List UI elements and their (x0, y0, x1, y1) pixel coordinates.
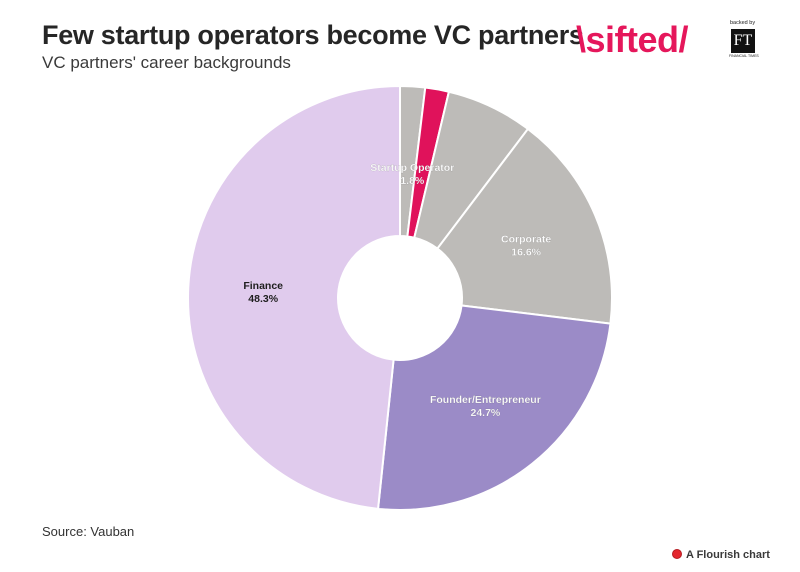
ft-logo-icon: FT (731, 29, 755, 53)
slice-finance[interactable] (187, 84, 401, 510)
slice-label-startup-operator: Startup Operator (370, 162, 454, 174)
chart-title: Few startup operators become VC partners (42, 20, 584, 50)
chart-subtitle: VC partners' career backgrounds (42, 53, 291, 72)
slice-value-corporate: 16.6% (511, 247, 541, 259)
source-note: Source: Vauban (42, 524, 135, 539)
donut-slices (187, 84, 613, 511)
slice-founder-entrepreneur[interactable] (376, 304, 612, 511)
ft-name-label: FINANCIAL TIMES (729, 54, 759, 58)
backed-by-label: backed by (730, 20, 756, 26)
slice-label-founder-entrepreneur: Founder/Entrepreneur (430, 394, 541, 406)
ft-badge: backed by FT FINANCIAL TIMES (728, 20, 759, 64)
slice-corporate[interactable] (436, 127, 613, 325)
slice-value-finance: 48.3% (248, 293, 278, 305)
flourish-credit-label: A Flourish chart (686, 549, 770, 561)
slice-label-corporate: Corporate (501, 234, 551, 246)
brand-logo[interactable]: \sifted/ backed by FT FINANCIAL TIMES (576, 18, 766, 66)
sifted-wordmark: \sifted/ (576, 19, 689, 60)
slice-value-founder-entrepreneur: 24.7% (471, 407, 501, 419)
slice-value-startup-operator: 1.8% (400, 175, 425, 187)
slice-label-finance: Finance (243, 280, 283, 292)
flourish-logo-icon (672, 549, 682, 559)
flourish-credit[interactable]: A Flourish chart (672, 549, 770, 561)
